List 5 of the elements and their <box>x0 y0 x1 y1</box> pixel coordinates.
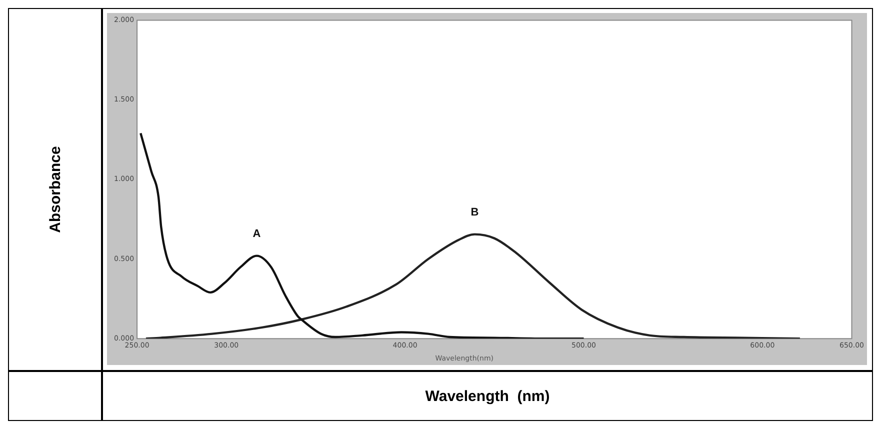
y-axis-title: Absorbance <box>46 146 64 233</box>
line-series <box>140 132 585 339</box>
x-axis-title: Wavelength (nm) <box>425 388 550 404</box>
annotation: B <box>470 206 479 218</box>
annotation: A <box>252 228 261 240</box>
